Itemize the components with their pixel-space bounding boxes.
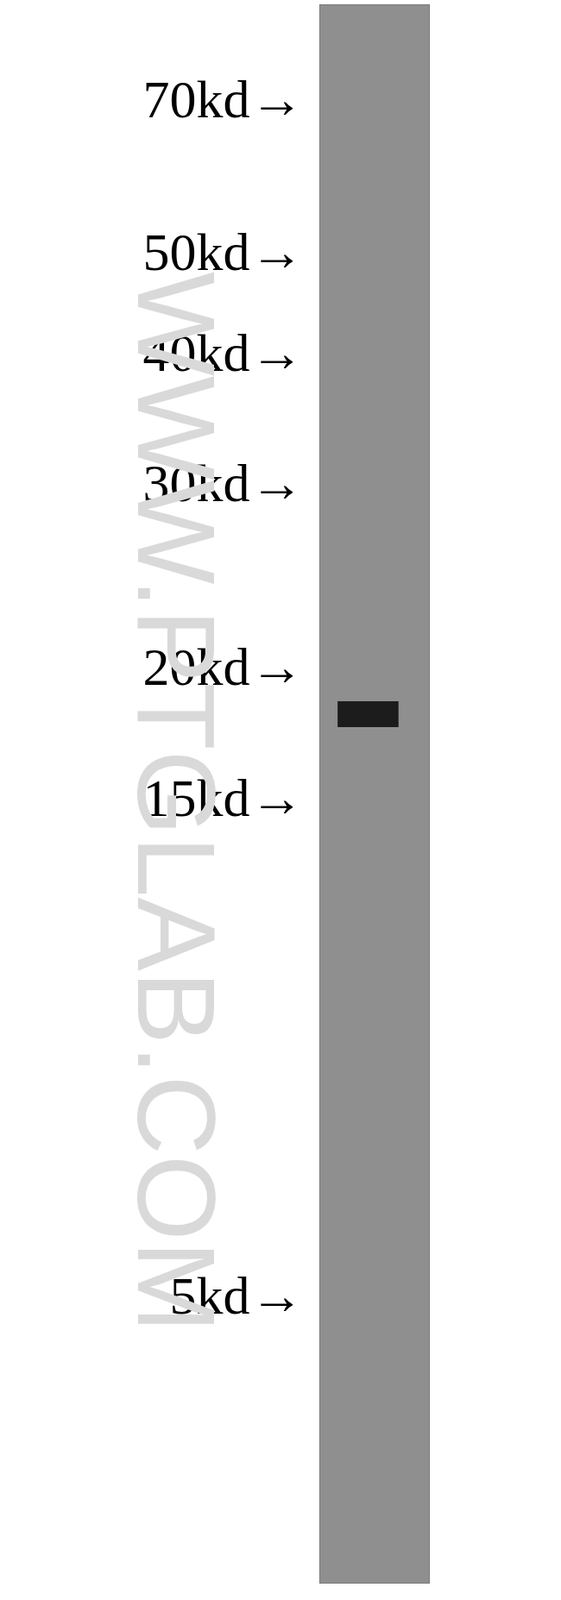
- svg-text:50kd→: 50kd→: [143, 222, 304, 282]
- svg-text:70kd→: 70kd→: [143, 69, 304, 129]
- svg-text:15kd→: 15kd→: [143, 769, 304, 828]
- svg-text:5kd→: 5kd→: [170, 1266, 304, 1326]
- svg-text:30kd→: 30kd→: [143, 453, 304, 513]
- svg-text:WWW.PTGLAB.COM: WWW.PTGLAB.COM: [114, 271, 239, 1334]
- svg-text:40kd→: 40kd→: [143, 323, 304, 383]
- svg-text:20kd→: 20kd→: [143, 637, 304, 697]
